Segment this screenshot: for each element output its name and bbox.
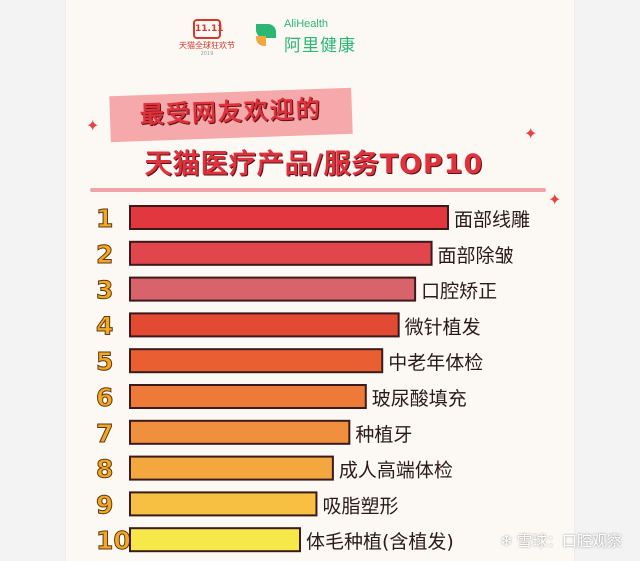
- rank-number: 3: [96, 276, 113, 305]
- bar-label: 口腔矫正: [421, 281, 497, 303]
- bar: [129, 205, 449, 230]
- alihealth-mark-icon: [256, 24, 276, 46]
- bar: [129, 491, 318, 517]
- rank-number: 5: [96, 347, 113, 376]
- bar: [129, 312, 400, 338]
- rank-number: 1: [96, 204, 113, 233]
- bar: [129, 419, 351, 445]
- watermark-text: 雪球：口腔观察: [516, 532, 622, 550]
- bar-label: 面部除皱: [438, 245, 514, 267]
- tmall-logo-text: 天猫全球狂欢节: [179, 41, 235, 50]
- bar: [129, 527, 301, 553]
- bar-label: 微针植发: [405, 316, 481, 338]
- rank-number: 6: [96, 383, 113, 412]
- bar: [129, 240, 433, 266]
- rank-number: 7: [96, 419, 113, 448]
- bar-label: 玻尿酸填充: [372, 388, 467, 410]
- bar: [129, 276, 417, 302]
- rank-number: 4: [96, 311, 113, 340]
- bar: [129, 384, 367, 409]
- alihealth-logo: AliHealth 阿里健康: [252, 18, 432, 56]
- bar-label: 种植牙: [355, 424, 412, 446]
- bar: [129, 455, 334, 481]
- bar-label: 面部线雕: [454, 209, 530, 231]
- sparkle-icon: ✦: [524, 124, 538, 143]
- alihealth-logo-cn: 阿里健康: [284, 36, 356, 56]
- tmall-1111-logo: 11.11 天猫全球狂欢节 2019: [168, 16, 246, 58]
- rank-number: 9: [96, 490, 113, 519]
- logo-bar: 11.11 天猫全球狂欢节 2019 AliHealth 阿里健康: [150, 14, 450, 58]
- bar-label: 吸脂塑形: [322, 495, 398, 517]
- watermark: ❄ 雪球：口腔观察: [500, 530, 622, 551]
- rank-number: 8: [96, 455, 113, 484]
- chart-title: 天猫医疗产品/服务TOP10: [144, 149, 484, 180]
- bar-label: 中老年体检: [388, 352, 483, 374]
- snowball-icon: ❄: [500, 532, 513, 550]
- sparkle-icon: ✦: [86, 116, 100, 135]
- rank-number: 2: [96, 240, 113, 269]
- bar-label: 成人高端体检: [339, 460, 453, 482]
- title-underline: [90, 188, 546, 192]
- bar-label: 体毛种植(含植发): [306, 531, 454, 553]
- sparkle-icon: ✦: [548, 190, 562, 209]
- bar: [129, 348, 384, 374]
- alihealth-logo-en: AliHealth: [284, 18, 329, 30]
- tmall-logo-year: 2019: [200, 51, 214, 57]
- tmall-logo-badge: 11.11: [193, 19, 223, 39]
- rank-number: 10: [96, 526, 131, 555]
